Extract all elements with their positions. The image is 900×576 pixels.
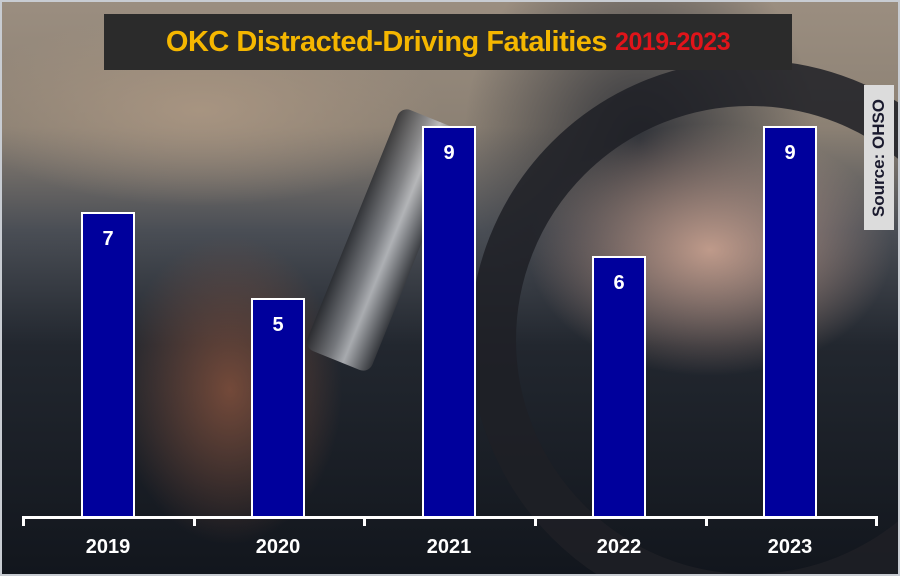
x-axis-label-2020: 2020 [255,536,301,558]
x-axis-label-2023: 2023 [767,536,813,558]
bar-value-label: 7 [102,228,114,250]
x-axis-tick [875,516,878,526]
x-axis-label-2022: 2022 [596,536,642,558]
bar-value-label: 9 [784,142,796,164]
x-axis-line [22,516,878,519]
title-years-text: 2019-2023 [615,27,731,56]
source-annotation: Source: OHSO [864,85,894,230]
bar-value-label: 9 [443,142,455,164]
bar-2019: 7 [81,212,135,518]
source-text: Source: OHSO [869,98,888,217]
x-axis-label-2019: 2019 [85,536,131,558]
x-axis-tick [705,516,708,526]
bar-2022: 6 [592,256,646,518]
chart-title: OKC Distracted-Driving Fatalities 2019-2… [104,14,792,70]
x-axis-tick [363,516,366,526]
bar-value-label: 6 [613,272,625,294]
steering-wheel-background [470,60,900,576]
title-main-text: OKC Distracted-Driving Fatalities [165,25,608,58]
x-axis-tick [193,516,196,526]
bar-value-label: 5 [272,314,284,336]
x-axis-tick [22,516,25,526]
x-axis-label-2021: 2021 [426,536,472,558]
bar-2020: 5 [251,298,305,518]
bar-2023: 9 [763,126,817,518]
bar-2021: 9 [422,126,476,518]
x-axis-tick [534,516,537,526]
